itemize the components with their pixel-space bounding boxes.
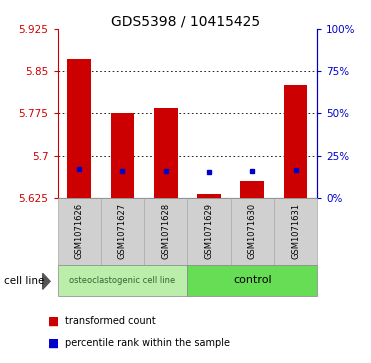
- Bar: [154, 108, 178, 198]
- Text: ■: ■: [48, 315, 59, 328]
- Text: transformed count: transformed count: [65, 316, 156, 326]
- Text: GSM1071630: GSM1071630: [248, 203, 257, 260]
- Text: GSM1071627: GSM1071627: [118, 203, 127, 260]
- Text: osteoclastogenic cell line: osteoclastogenic cell line: [69, 276, 175, 285]
- Text: cell line: cell line: [4, 276, 44, 286]
- Text: GSM1071628: GSM1071628: [161, 203, 170, 260]
- Bar: [67, 59, 91, 198]
- Text: percentile rank within the sample: percentile rank within the sample: [65, 338, 230, 348]
- Text: GSM1071626: GSM1071626: [75, 203, 83, 260]
- Text: control: control: [233, 276, 272, 285]
- Bar: [240, 181, 264, 198]
- Text: GDS5398 / 10415425: GDS5398 / 10415425: [111, 15, 260, 29]
- Text: ■: ■: [48, 337, 59, 350]
- Polygon shape: [43, 273, 50, 289]
- Bar: [284, 85, 308, 198]
- Text: GSM1071629: GSM1071629: [204, 203, 213, 260]
- Bar: [197, 195, 221, 198]
- Text: GSM1071631: GSM1071631: [291, 203, 300, 260]
- Bar: [111, 114, 134, 198]
